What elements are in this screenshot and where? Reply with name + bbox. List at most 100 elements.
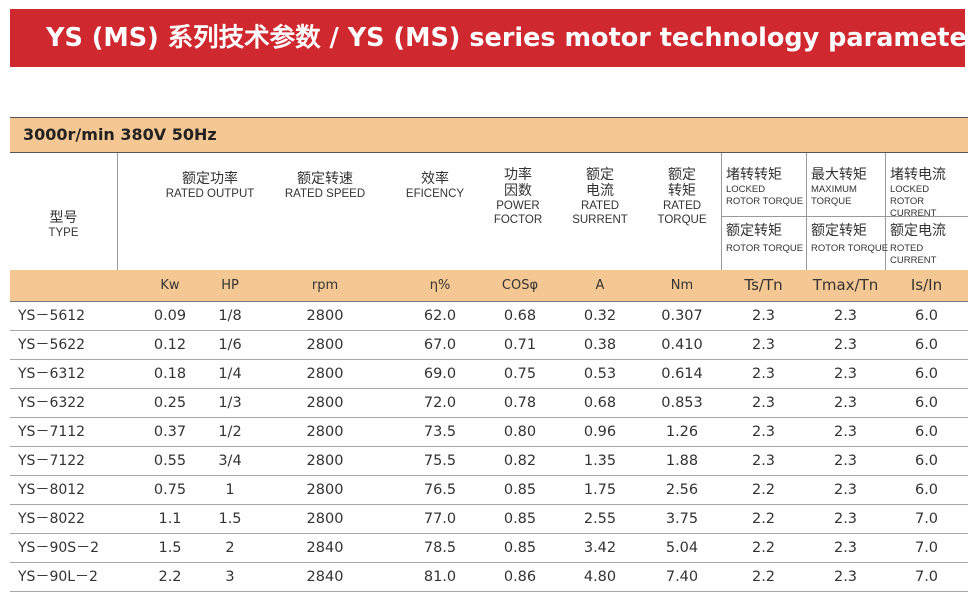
- cell-current: 1.35: [583, 453, 617, 469]
- divider: [721, 216, 968, 217]
- cell-torque: 0.307: [661, 308, 703, 324]
- table-body: YS－5612 0.09 1/8 2800 62.0 0.68 0.32 0.307 2.3 2.…: [10, 302, 968, 592]
- cell-kw: 0.18: [153, 366, 187, 382]
- table-row: YS－90L－2 2.2 3 2840 81.0 0.86 4.80 7.40 2.2 2.3 7.…: [10, 563, 968, 592]
- cell-tmax-tn: 2.3: [833, 511, 858, 527]
- header-lock-sub-cn: 额定转矩: [726, 223, 782, 239]
- cell-hp: 3/4: [218, 453, 242, 469]
- cell-tmax-tn: 2.3: [833, 540, 858, 556]
- unit-kw: Kw: [160, 278, 180, 293]
- header-pf-en1: POWER: [496, 200, 540, 212]
- cell-current: 2.55: [583, 511, 617, 527]
- unit-ts-tn: Ts/Tn: [744, 276, 783, 294]
- unit-cos: COSφ: [501, 278, 539, 293]
- header-type-en: TYPE: [48, 227, 79, 239]
- table-row: YS－5612 0.09 1/8 2800 62.0 0.68 0.32 0.307 2.3 2.…: [10, 302, 968, 331]
- header-eff-en: EFICENCY: [405, 188, 465, 200]
- cell-kw: 0.55: [153, 453, 187, 469]
- cell-current: 0.96: [583, 424, 617, 440]
- cell-cos: 0.85: [503, 540, 537, 556]
- table-row: YS－7112 0.37 1/2 2800 73.5 0.80 0.96 1.26 2.3 2.3…: [10, 418, 968, 447]
- header-tq-cn2: 转矩: [668, 183, 696, 199]
- header-lcur-sub-cn: 额定电流: [890, 223, 946, 239]
- header-output-cn: 额定功率: [182, 171, 238, 187]
- unit-a: A: [595, 278, 605, 293]
- cell-ts-tn: 2.2: [751, 540, 776, 556]
- header-lcur-sub-en: ROTED CURRENT: [890, 243, 937, 266]
- table-row: YS－7122 0.55 3/4 2800 75.5 0.82 1.35 1.88 2.3 2.3…: [10, 447, 968, 476]
- cell-type: YS－8022: [18, 511, 86, 527]
- cell-hp: 1/8: [218, 308, 242, 324]
- header-max-en2: TORQUE: [811, 196, 852, 207]
- cell-type: YS－5622: [18, 337, 86, 353]
- header-eff-cn: 效率: [421, 171, 449, 187]
- cell-rpm: 2800: [306, 424, 344, 440]
- cell-efficiency: 67.0: [423, 337, 457, 353]
- header-rated-current: 额定 电流 RATED SURRENT: [560, 167, 640, 227]
- cell-kw: 2.2: [158, 569, 182, 585]
- cell-current: 1.75: [583, 482, 617, 498]
- cell-hp: 1/3: [218, 395, 242, 411]
- cell-ts-tn: 2.2: [751, 511, 776, 527]
- header-lock-sub-en: ROTOR TORQUE: [726, 243, 804, 254]
- header-tq-en1: RATED: [662, 200, 702, 212]
- divider: [721, 153, 722, 270]
- cell-rpm: 2840: [306, 540, 344, 556]
- cell-kw: 0.25: [153, 395, 187, 411]
- cell-type: YS－7122: [18, 453, 86, 469]
- cell-is-in: 6.0: [914, 308, 939, 324]
- cell-kw: 1.5: [158, 540, 182, 556]
- unit-tmax-tn: Tmax/Tn: [812, 276, 879, 294]
- cell-kw: 0.09: [153, 308, 187, 324]
- cell-tmax-tn: 2.3: [833, 395, 858, 411]
- page-title: YS (MS) 系列技术参数 / YS (MS) series motor te…: [10, 9, 965, 67]
- table-row: YS－8022 1.1 1.5 2800 77.0 0.85 2.55 3.75 2.2 2.3 7…: [10, 505, 968, 534]
- cell-hp: 1/4: [218, 366, 242, 382]
- cell-efficiency: 73.5: [423, 424, 457, 440]
- header-pf-cn1: 功率: [504, 167, 532, 183]
- cell-efficiency: 78.5: [423, 540, 457, 556]
- cell-type: YS－6312: [18, 366, 86, 382]
- cell-efficiency: 77.0: [423, 511, 457, 527]
- cell-current: 0.53: [583, 366, 617, 382]
- cell-rpm: 2800: [306, 482, 344, 498]
- header-cur-cn2: 电流: [586, 183, 614, 199]
- header-rated-torque: 额定 转矩 RATED TORQUE: [644, 167, 720, 227]
- cell-is-in: 6.0: [914, 337, 939, 353]
- cell-torque: 0.853: [661, 395, 703, 411]
- header-power-factor: 功率 因数 POWER FOCTOR: [480, 167, 556, 227]
- cell-efficiency: 75.5: [423, 453, 457, 469]
- header-pf-en2: FOCTOR: [493, 214, 543, 226]
- cell-ts-tn: 2.3: [751, 395, 776, 411]
- cell-rpm: 2800: [306, 366, 344, 382]
- header-locked-current: 堵转电流 LOCKED ROTOR CURRENT: [890, 167, 968, 220]
- cell-cos: 0.85: [503, 511, 537, 527]
- cell-current: 0.68: [583, 395, 617, 411]
- cell-is-in: 6.0: [914, 482, 939, 498]
- cell-torque: 2.56: [665, 482, 699, 498]
- cell-current: 0.38: [583, 337, 617, 353]
- cell-is-in: 6.0: [914, 366, 939, 382]
- cell-cos: 0.82: [503, 453, 537, 469]
- header-max-torque-sub: 额定转矩 ROTOR TORQUE: [811, 223, 888, 255]
- cell-rpm: 2800: [306, 337, 344, 353]
- table-row: YS－5622 0.12 1/6 2800 67.0 0.71 0.38 0.410 2.3 2.…: [10, 331, 968, 360]
- cell-tmax-tn: 2.3: [833, 482, 858, 498]
- header-lock-cn: 堵转转矩: [726, 167, 782, 183]
- header-speed-en: RATED SPEED: [284, 188, 366, 200]
- cell-tmax-tn: 2.3: [833, 424, 858, 440]
- cell-cos: 0.85: [503, 482, 537, 498]
- spec-bar: 3000r/min 380V 50Hz: [10, 117, 968, 153]
- cell-kw: 0.12: [153, 337, 187, 353]
- cell-hp: 1: [225, 482, 235, 498]
- cell-type: YS－90S－2: [18, 540, 100, 556]
- cell-torque: 0.614: [661, 366, 703, 382]
- cell-ts-tn: 2.3: [751, 424, 776, 440]
- cell-tmax-tn: 2.3: [833, 366, 858, 382]
- cell-efficiency: 62.0: [423, 308, 457, 324]
- cell-is-in: 6.0: [914, 424, 939, 440]
- cell-rpm: 2800: [306, 511, 344, 527]
- header-lcur-cn: 堵转电流: [890, 167, 946, 183]
- header-speed: 额定转速 RATED SPEED: [265, 171, 385, 201]
- cell-current: 3.42: [583, 540, 617, 556]
